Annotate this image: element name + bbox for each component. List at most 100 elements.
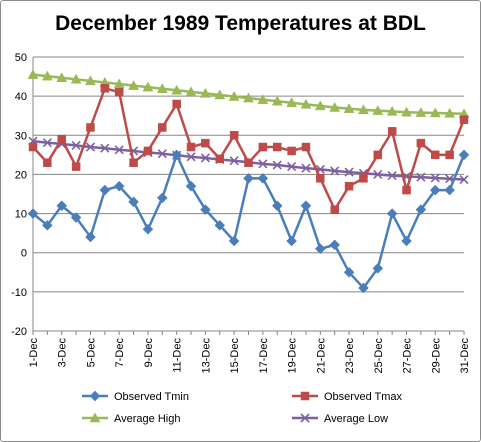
- data-point: [214, 219, 226, 231]
- data-point: [85, 75, 96, 86]
- data-point: [158, 123, 167, 132]
- legend-item: Observed Tmin: [82, 390, 189, 403]
- data-point: [42, 219, 53, 231]
- data-point: [243, 172, 254, 184]
- data-point: [343, 266, 355, 278]
- x-axis: 1-Dec 3-Dec 5-Dec 7-Dec 9-Dec 11-Dec 13-Dec 15-…: [28, 57, 471, 373]
- data-point: [128, 80, 139, 90]
- series-observed-tmax: [28, 84, 469, 214]
- data-point: [387, 171, 397, 181]
- data-point: [42, 138, 52, 148]
- data-point: [99, 184, 111, 196]
- legend-marker: [89, 390, 101, 402]
- data-point: [272, 142, 282, 152]
- data-point: [100, 143, 110, 153]
- data-point: [258, 142, 268, 152]
- x-tick-label: 11-Dec: [172, 338, 184, 373]
- data-point: [459, 174, 469, 185]
- data-point: [27, 69, 39, 79]
- data-point: [401, 235, 412, 247]
- data-point: [329, 101, 341, 112]
- data-point: [200, 153, 210, 163]
- series-line: [32, 87, 466, 211]
- data-point: [458, 149, 470, 161]
- data-point: [387, 127, 397, 136]
- chart-title: December 1989 Temperatures at BDL: [55, 12, 426, 35]
- data-point: [186, 142, 196, 152]
- data-point: [27, 208, 39, 219]
- data-point: [445, 150, 454, 160]
- y-tick-label: 30: [15, 130, 27, 142]
- data-point: [431, 150, 440, 160]
- data-point: [301, 163, 311, 173]
- data-point: [330, 166, 340, 176]
- data-point: [286, 97, 298, 108]
- legend-label: Average Low: [324, 413, 388, 425]
- data-point: [300, 200, 312, 212]
- data-point: [215, 154, 225, 164]
- legend-item: Average Low: [292, 413, 388, 425]
- data-point: [243, 92, 254, 103]
- data-point: [301, 142, 311, 152]
- data-point: [386, 105, 398, 116]
- data-point: [156, 192, 168, 204]
- data-point: [85, 142, 96, 152]
- data-point: [114, 87, 124, 97]
- legend-item: Observed Tmax: [292, 391, 403, 403]
- data-point: [114, 145, 124, 155]
- data-point: [228, 91, 240, 101]
- data-point: [71, 140, 81, 151]
- data-point: [314, 100, 326, 111]
- data-point: [300, 98, 312, 109]
- data-point: [429, 184, 441, 196]
- data-point: [373, 169, 383, 179]
- x-tick-label: 21-Dec: [315, 338, 327, 374]
- data-point: [71, 162, 81, 171]
- x-tick-label: 17-Dec: [258, 338, 270, 374]
- data-point: [329, 239, 341, 251]
- data-point: [186, 152, 196, 162]
- x-tick-label: 13-Dec: [200, 338, 212, 374]
- data-point: [258, 159, 268, 169]
- data-point: [372, 263, 384, 274]
- data-point: [386, 208, 398, 219]
- legend-label: Observed Tmin: [114, 391, 189, 403]
- x-tick-label: 15-Dec: [229, 338, 241, 374]
- data-point: [171, 84, 183, 95]
- x-tick-label: 1-Dec: [28, 338, 40, 368]
- data-point: [28, 142, 38, 152]
- data-point: [358, 282, 369, 294]
- data-point: [271, 95, 283, 106]
- legend-label: Average High: [114, 413, 180, 425]
- x-tick-label: 27-Dec: [402, 338, 414, 374]
- y-tick-label: 20: [15, 169, 27, 181]
- x-tick-label: 23-Dec: [344, 338, 356, 374]
- y-tick-label: -10: [11, 287, 27, 299]
- y-tick-label: 0: [21, 248, 27, 260]
- x-tick-label: 19-Dec: [287, 338, 299, 374]
- data-point: [228, 235, 240, 247]
- data-point: [113, 180, 125, 192]
- data-point: [257, 94, 269, 104]
- legend-marker: [300, 391, 310, 401]
- data-point: [86, 123, 95, 132]
- data-point: [100, 84, 110, 93]
- data-point: [416, 172, 426, 182]
- data-point: [271, 200, 283, 212]
- data-point: [244, 158, 253, 167]
- data-point: [344, 167, 354, 177]
- y-tick-label: 40: [15, 91, 27, 103]
- data-point: [272, 160, 282, 170]
- data-point: [287, 162, 297, 172]
- data-point: [415, 107, 427, 117]
- series-average-high: [27, 69, 470, 119]
- data-point: [359, 174, 368, 183]
- data-point: [373, 150, 383, 160]
- data-point: [415, 204, 427, 216]
- data-point: [214, 89, 226, 100]
- data-point: [128, 196, 139, 208]
- data-point: [402, 185, 411, 195]
- data-point: [171, 149, 183, 161]
- legend-marker: [300, 413, 310, 423]
